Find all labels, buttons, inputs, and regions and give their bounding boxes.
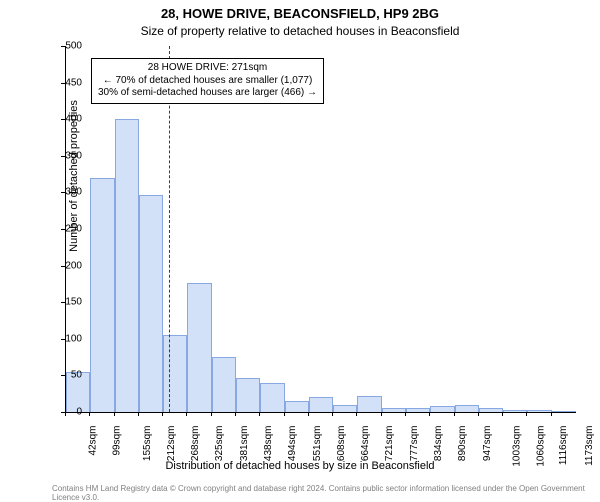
x-tick-label: 1003sqm xyxy=(511,426,522,467)
histogram-bar xyxy=(212,357,236,412)
histogram-bar xyxy=(503,410,527,412)
x-tick-mark xyxy=(162,412,163,416)
x-tick-label: 268sqm xyxy=(190,426,201,462)
x-tick-mark xyxy=(381,412,382,416)
footer-text: Contains HM Land Registry data © Crown c… xyxy=(52,484,600,502)
histogram-bar xyxy=(333,405,357,412)
y-tick-mark xyxy=(61,339,65,340)
histogram-bar xyxy=(139,195,163,412)
histogram-bar xyxy=(115,119,139,412)
page-subtitle: Size of property relative to detached ho… xyxy=(0,24,600,38)
x-tick-mark xyxy=(478,412,479,416)
x-tick-mark xyxy=(89,412,90,416)
histogram-bar xyxy=(236,378,260,412)
x-tick-label: 608sqm xyxy=(336,426,347,462)
histogram-bar xyxy=(527,410,551,412)
histogram-bar xyxy=(455,405,479,412)
x-tick-mark xyxy=(308,412,309,416)
x-tick-label: 1173sqm xyxy=(584,426,595,466)
x-tick-label: 1116sqm xyxy=(559,426,570,466)
x-tick-mark xyxy=(551,412,552,416)
x-tick-label: 99sqm xyxy=(112,426,123,456)
x-tick-label: 212sqm xyxy=(166,426,177,462)
x-tick-label: 494sqm xyxy=(287,426,298,462)
y-tick-mark xyxy=(61,46,65,47)
y-tick-mark xyxy=(61,266,65,267)
x-tick-label: 947sqm xyxy=(482,426,493,462)
histogram-bar xyxy=(90,178,114,412)
histogram-bar xyxy=(163,335,187,412)
x-axis-label: Distribution of detached houses by size … xyxy=(0,460,600,472)
y-tick-mark xyxy=(61,192,65,193)
histogram-bar xyxy=(260,383,284,412)
x-tick-mark xyxy=(284,412,285,416)
y-tick-mark xyxy=(61,302,65,303)
x-tick-label: 834sqm xyxy=(433,426,444,462)
x-tick-mark xyxy=(405,412,406,416)
x-tick-label: 155sqm xyxy=(142,426,153,462)
x-tick-label: 438sqm xyxy=(263,426,274,462)
x-tick-label: 551sqm xyxy=(312,426,323,462)
y-tick-mark xyxy=(61,119,65,120)
histogram-bar xyxy=(406,408,430,412)
y-tick-mark xyxy=(61,229,65,230)
x-tick-mark xyxy=(502,412,503,416)
x-tick-mark xyxy=(429,412,430,416)
x-tick-label: 1060sqm xyxy=(536,426,547,467)
y-tick-mark xyxy=(61,83,65,84)
x-tick-label: 721sqm xyxy=(385,426,396,462)
histogram-bar xyxy=(187,283,211,412)
x-tick-label: 664sqm xyxy=(360,426,371,462)
x-tick-mark xyxy=(138,412,139,416)
x-tick-mark xyxy=(211,412,212,416)
y-tick-mark xyxy=(61,156,65,157)
x-tick-mark xyxy=(454,412,455,416)
x-tick-label: 42sqm xyxy=(88,426,99,456)
histogram-bar xyxy=(382,408,406,412)
x-tick-mark xyxy=(526,412,527,416)
page-title: 28, HOWE DRIVE, BEACONSFIELD, HP9 2BG xyxy=(0,6,600,21)
histogram-bar xyxy=(479,408,503,412)
y-tick-mark xyxy=(61,375,65,376)
x-tick-mark xyxy=(356,412,357,416)
x-tick-mark xyxy=(235,412,236,416)
x-tick-mark xyxy=(114,412,115,416)
histogram-bar xyxy=(430,406,454,412)
x-tick-label: 890sqm xyxy=(457,426,468,462)
x-tick-label: 325sqm xyxy=(215,426,226,462)
x-tick-mark xyxy=(65,412,66,416)
annotation-line: 30% of semi-detached houses are larger (… xyxy=(98,87,317,100)
x-tick-mark xyxy=(259,412,260,416)
x-tick-mark xyxy=(186,412,187,416)
annotation-line: 28 HOWE DRIVE: 271sqm xyxy=(98,62,317,75)
histogram-bar xyxy=(357,396,381,412)
chart-plot-area: 28 HOWE DRIVE: 271sqm← 70% of detached h… xyxy=(65,46,576,413)
x-tick-label: 381sqm xyxy=(239,426,250,462)
histogram-bar xyxy=(552,411,576,412)
annotation-line: ← 70% of detached houses are smaller (1,… xyxy=(98,75,317,88)
annotation-box: 28 HOWE DRIVE: 271sqm← 70% of detached h… xyxy=(91,58,324,104)
x-tick-label: 777sqm xyxy=(409,426,420,462)
x-tick-mark xyxy=(332,412,333,416)
histogram-bar xyxy=(309,397,333,412)
histogram-bar xyxy=(285,401,309,412)
